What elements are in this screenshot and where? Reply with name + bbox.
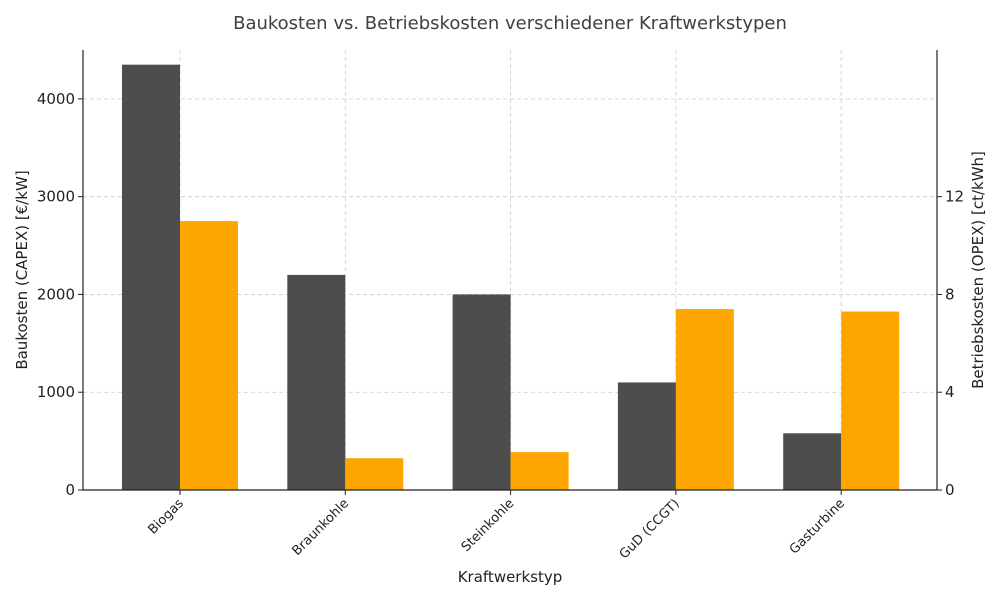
chart-title: Baukosten vs. Betriebskosten verschieden… — [233, 13, 787, 34]
bar-opex-2 — [345, 458, 404, 490]
x-tick-label: GuD (CCGT) — [617, 496, 683, 562]
y-tick-label-left: 3000 — [37, 188, 75, 206]
bar-capex-5 — [783, 433, 842, 490]
y-tick-label-left: 0 — [65, 481, 75, 499]
y-axis-label-right: Betriebskosten (OPEX) [ct/kWh] — [969, 151, 987, 389]
bar-capex-3 — [452, 294, 511, 490]
bar-capex-4 — [617, 382, 676, 490]
x-axis-label: Kraftwerkstyp — [458, 568, 563, 586]
x-tick-label: Steinkohle — [459, 496, 518, 555]
x-tick-label: Biogas — [145, 496, 187, 538]
y-tick-label-right: 8 — [945, 285, 955, 303]
y-tick-label-right: 0 — [945, 481, 955, 499]
y-tick-label-left: 1000 — [37, 383, 75, 401]
bar-opex-4 — [675, 309, 734, 490]
y-tick-label-right: 4 — [945, 383, 955, 401]
x-tick-label: Braunkohle — [289, 496, 352, 559]
bar-capex-1 — [122, 64, 180, 491]
bar-opex-5 — [841, 311, 900, 490]
y-axis-label-left: Baukosten (CAPEX) [€/kW] — [13, 170, 31, 369]
bars — [122, 64, 900, 491]
bar-opex-3 — [510, 452, 569, 490]
x-tick-label: Gasturbine — [787, 496, 848, 557]
bar-capex-2 — [287, 274, 346, 490]
y-tick-label-left: 4000 — [37, 90, 75, 108]
bar-opex-1 — [180, 221, 238, 490]
y-tick-label-right: 12 — [945, 188, 964, 206]
y-tick-label-left: 2000 — [37, 285, 75, 303]
